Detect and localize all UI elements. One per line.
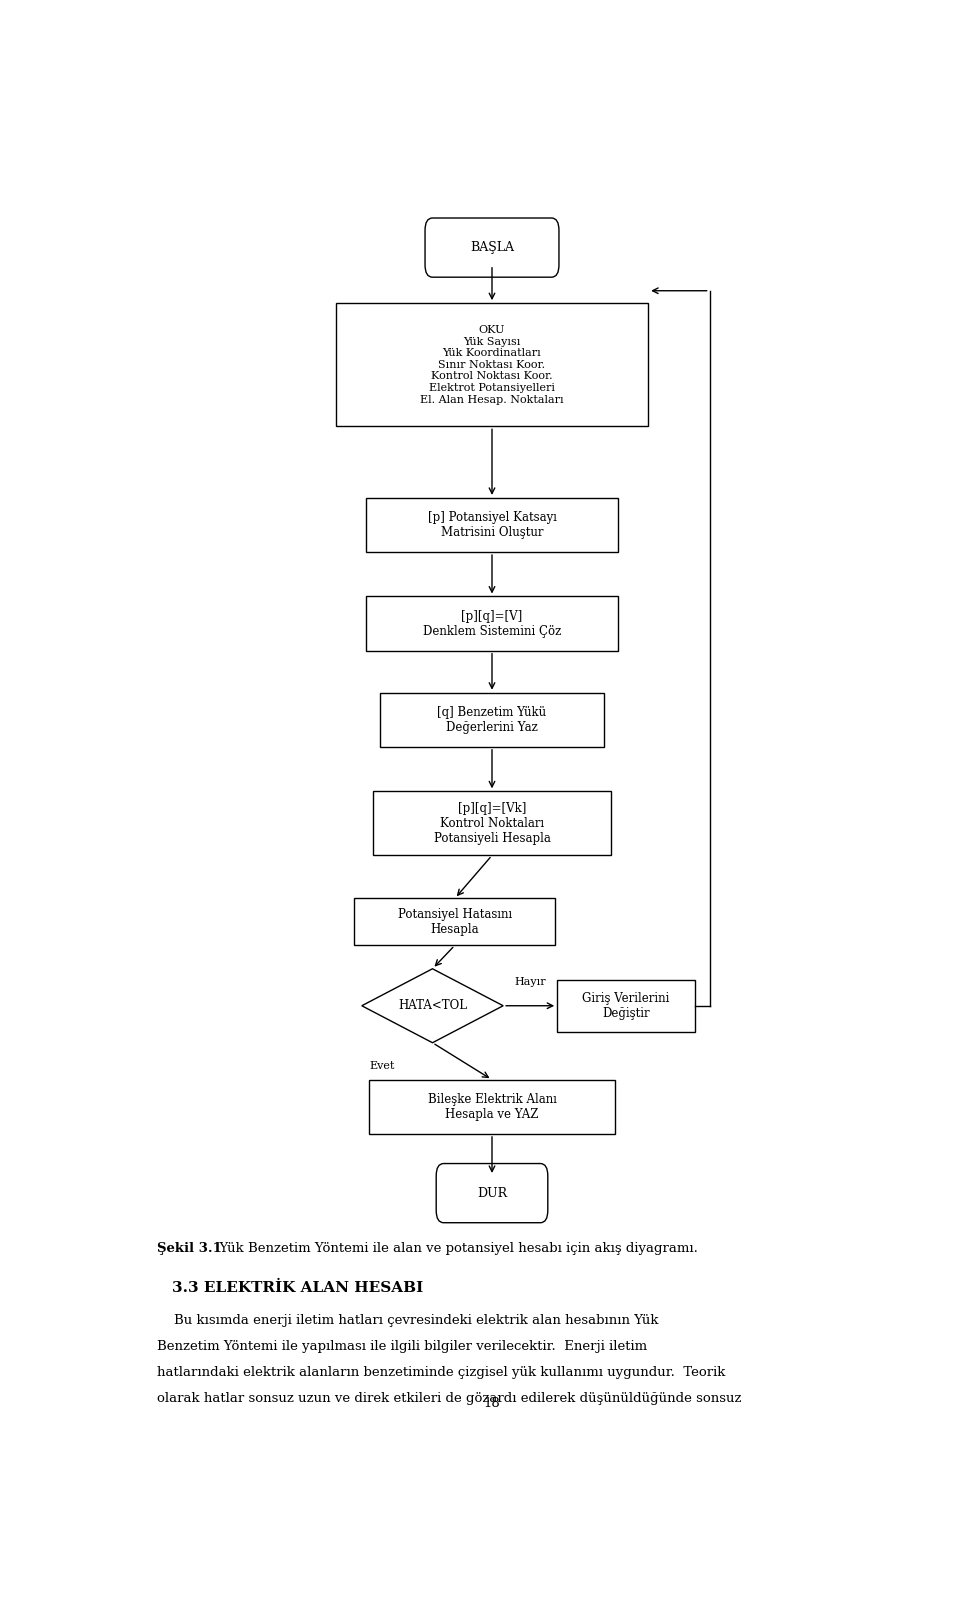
Text: DUR: DUR [477, 1186, 507, 1199]
Text: Yük Benzetim Yöntemi ile alan ve potansiyel hesabı için akış diyagramı.: Yük Benzetim Yöntemi ile alan ve potansi… [211, 1242, 698, 1255]
Text: olarak hatlar sonsuz uzun ve direk etkileri de gözardı edilerek düşünüldüğünde s: olarak hatlar sonsuz uzun ve direk etkil… [157, 1391, 742, 1404]
Bar [370, 1079, 614, 1134]
Text: Şekil 3.1: Şekil 3.1 [157, 1242, 222, 1255]
Text: 3.3 ELEKTRİK ALAN HESABI: 3.3 ELEKTRİK ALAN HESABI [172, 1281, 423, 1295]
Text: Giriş Verilerini
Değiştir: Giriş Verilerini Değiştir [582, 991, 670, 1020]
Bar [336, 303, 648, 426]
FancyBboxPatch shape [436, 1164, 548, 1223]
Text: Hayır: Hayır [515, 977, 546, 988]
Text: HATA<TOL: HATA<TOL [398, 999, 467, 1012]
Text: Bu kısımda enerji iletim hatları çevresindeki elektrik alan hesabının Yük: Bu kısımda enerji iletim hatları çevresi… [157, 1314, 659, 1327]
FancyBboxPatch shape [425, 218, 559, 277]
Text: Evet: Evet [370, 1061, 396, 1071]
Polygon shape [362, 969, 503, 1042]
Bar [366, 498, 618, 552]
Text: Benzetim Yöntemi ile yapılması ile ilgili bilgiler verilecektir.  Enerji iletim: Benzetim Yöntemi ile yapılması ile ilgil… [157, 1340, 647, 1353]
Bar [354, 898, 555, 945]
Text: OKU
Yük Sayısı
Yük Koordinatları
Sınır Noktası Koor.
Kontrol Noktası Koor.
Elekt: OKU Yük Sayısı Yük Koordinatları Sınır N… [420, 325, 564, 405]
Text: hatlarındaki elektrik alanların benzetiminde çizgisel yük kullanımı uygundur.  T: hatlarındaki elektrik alanların benzetim… [157, 1366, 726, 1378]
Text: Potansiyel Hatasını
Hesapla: Potansiyel Hatasını Hesapla [397, 908, 512, 937]
Text: BAŞLA: BAŞLA [470, 242, 514, 255]
Bar [372, 791, 611, 855]
Text: [p][q]=[V]
Denklem Sistemini Çöz: [p][q]=[V] Denklem Sistemini Çöz [422, 610, 562, 637]
Text: [p][q]=[Vk]
Kontrol Noktaları
Potansiyeli Hesapla: [p][q]=[Vk] Kontrol Noktaları Potansiyel… [434, 802, 550, 845]
Text: 18: 18 [484, 1398, 500, 1410]
Bar [557, 980, 695, 1031]
Text: [p] Potansiyel Katsayı
Matrisini Oluştur: [p] Potansiyel Katsayı Matrisini Oluştur [427, 511, 557, 540]
Text: Bileşke Elektrik Alanı
Hesapla ve YAZ: Bileşke Elektrik Alanı Hesapla ve YAZ [427, 1093, 557, 1121]
Text: [q] Benzetim Yükü
Değerlerini Yaz: [q] Benzetim Yükü Değerlerini Yaz [438, 706, 546, 733]
Bar [380, 693, 604, 748]
Bar [366, 597, 618, 650]
